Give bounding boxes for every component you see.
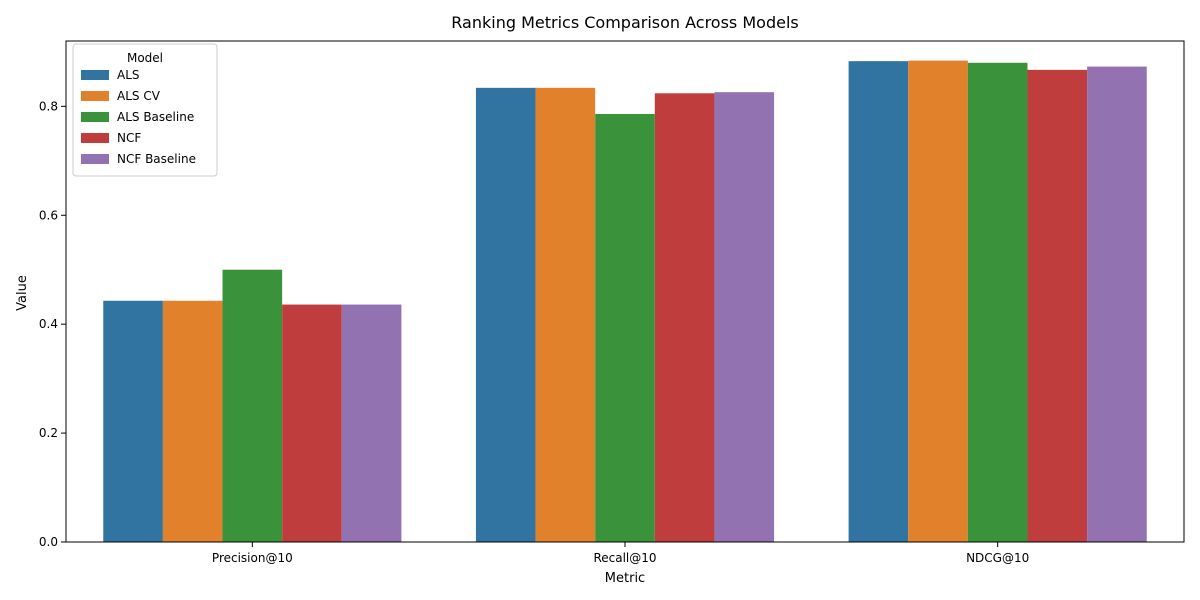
y-axis-label: Value (15, 275, 30, 311)
x-tick-label: Recall@10 (593, 551, 656, 565)
bar-ncf-2 (1027, 69, 1088, 543)
x-axis-label: Metric (605, 571, 645, 586)
bar-als-baseline-0 (222, 269, 283, 542)
bar-ncf-1 (654, 93, 715, 542)
bars-group (103, 60, 1147, 543)
legend-swatch (81, 133, 109, 143)
x-axis: Precision@10 Recall@10 NDCG@10 (212, 542, 1029, 565)
y-axis: 0.0 0.2 0.4 0.6 0.8 (39, 99, 66, 549)
legend-swatch (81, 112, 109, 122)
bar-ncf-baseline-0 (341, 304, 402, 542)
bar-ncf-0 (282, 304, 342, 542)
legend-swatch (81, 91, 109, 101)
bar-als-cv-2 (908, 60, 968, 542)
x-tick-label: Precision@10 (212, 551, 293, 565)
y-tick-label: 0.6 (39, 208, 58, 222)
bar-als-0 (103, 300, 163, 542)
bar-als-1 (475, 87, 536, 542)
plot-frame (65, 40, 1185, 543)
legend-title: Model (127, 51, 163, 65)
legend-label: NCF Baseline (117, 152, 196, 166)
bar-ncf-baseline-2 (1087, 66, 1147, 542)
bar-ncf-baseline-1 (714, 92, 775, 542)
bar-als-baseline-2 (967, 62, 1028, 542)
y-tick-label: 0.2 (39, 426, 58, 440)
bar-als-baseline-1 (595, 113, 655, 542)
legend-label: ALS CV (117, 89, 161, 103)
bar-als-cv-0 (162, 300, 223, 542)
y-tick-label: 0.0 (39, 535, 58, 549)
legend-label: NCF (117, 131, 141, 145)
bar-als-2 (848, 61, 909, 543)
bar-als-cv-1 (535, 87, 596, 542)
y-tick-label: 0.4 (39, 317, 58, 331)
chart-title: Ranking Metrics Comparison Across Models (451, 13, 798, 32)
legend-label: ALS Baseline (117, 110, 194, 124)
x-tick-label: NDCG@10 (966, 551, 1029, 565)
legend-label: ALS (117, 68, 140, 82)
legend: Model ALS ALS CV ALS Baseline NCF NCF Baseli… (72, 43, 218, 177)
legend-swatch (81, 70, 109, 80)
legend-swatch (81, 154, 109, 164)
y-tick-label: 0.8 (39, 99, 58, 113)
